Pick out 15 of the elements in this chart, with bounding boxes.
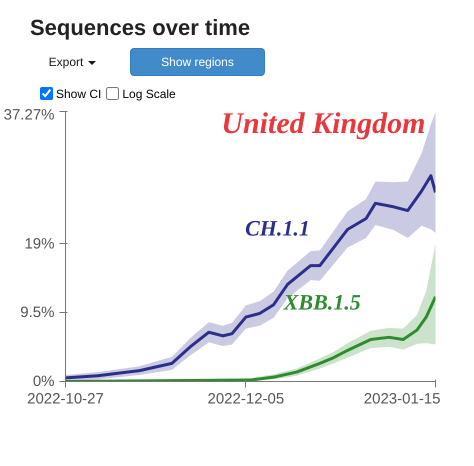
series-label: CH.1.1 — [245, 215, 310, 240]
y-tick-label: 0% — [32, 372, 55, 390]
series-label: XBB.1.5 — [282, 289, 361, 314]
text: Show regions — [130, 48, 265, 76]
annotation: United Kingdom — [221, 106, 426, 140]
y-tick-label: 19% — [24, 234, 55, 252]
y-tick-label: 9.5% — [20, 304, 55, 321]
x-tick-label: 2023-01-15 — [364, 390, 441, 408]
x-tick-label: 2022-10-27 — [27, 390, 104, 408]
chart-title: Sequences over time — [30, 14, 250, 42]
x-tick-label: 2022-12-05 — [208, 390, 284, 408]
text: Log Scale — [122, 87, 176, 102]
text: Show CI — [56, 87, 102, 102]
text: Export — [30, 48, 120, 76]
y-tick-label: 37.27% — [4, 106, 54, 124]
